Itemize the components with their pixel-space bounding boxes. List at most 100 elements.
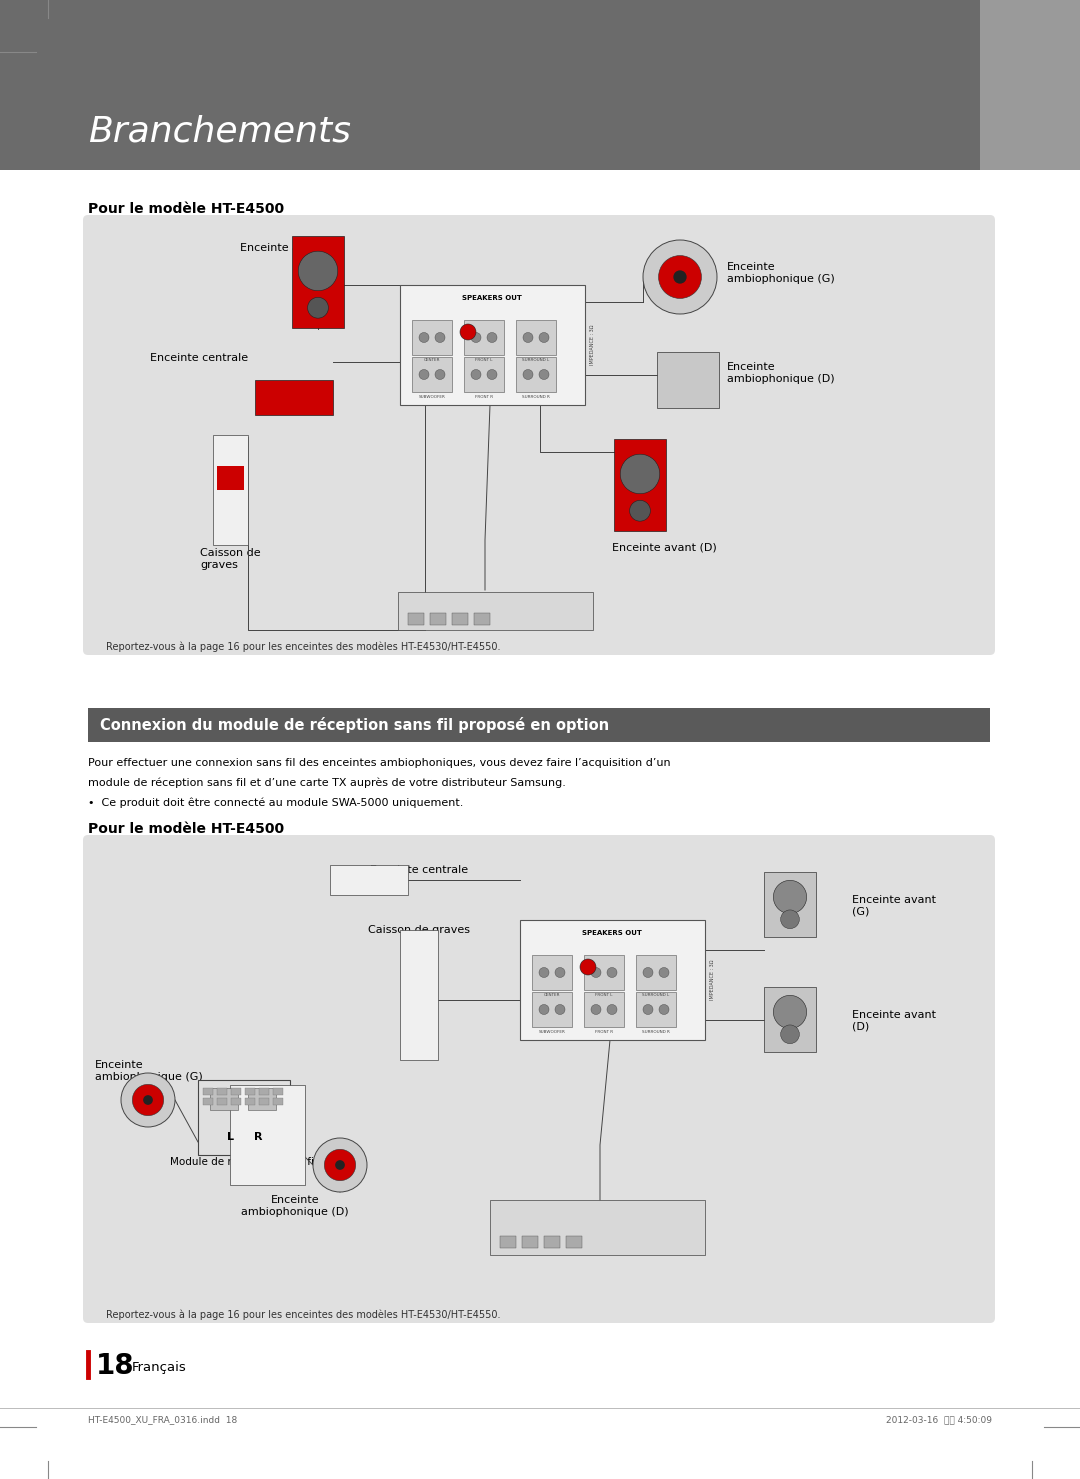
Bar xyxy=(764,986,816,1052)
Bar xyxy=(400,285,585,405)
Circle shape xyxy=(607,1004,617,1015)
FancyBboxPatch shape xyxy=(490,1199,705,1256)
Text: IMPEDANCE : 3Ω: IMPEDANCE : 3Ω xyxy=(710,960,715,1000)
FancyBboxPatch shape xyxy=(83,214,995,655)
Bar xyxy=(584,992,624,1026)
Circle shape xyxy=(673,271,687,284)
Circle shape xyxy=(523,333,534,343)
Bar xyxy=(273,1089,283,1094)
Bar xyxy=(203,1089,213,1094)
Bar xyxy=(764,873,816,938)
Text: CENTER: CENTER xyxy=(543,992,561,997)
Circle shape xyxy=(781,1025,799,1044)
Circle shape xyxy=(659,1004,669,1015)
Circle shape xyxy=(523,370,534,380)
Text: Enceinte avant
(G): Enceinte avant (G) xyxy=(852,895,936,917)
Bar xyxy=(400,930,438,1060)
Circle shape xyxy=(471,333,481,343)
Text: Enceinte
ambiophonique (D): Enceinte ambiophonique (D) xyxy=(241,1195,349,1217)
Text: FRONT R: FRONT R xyxy=(595,1029,613,1034)
Bar xyxy=(292,237,345,328)
Text: Connexion du module de réception sans fil proposé en option: Connexion du module de réception sans fi… xyxy=(100,717,609,734)
Text: Enceinte
ambiophonique (D): Enceinte ambiophonique (D) xyxy=(727,362,835,383)
Text: Enceinte centrale: Enceinte centrale xyxy=(370,865,468,876)
Text: 18: 18 xyxy=(96,1352,135,1380)
Circle shape xyxy=(539,1004,549,1015)
Bar xyxy=(0,0,1080,170)
Bar xyxy=(519,920,705,1040)
Text: Pour le modèle HT-E4500: Pour le modèle HT-E4500 xyxy=(87,822,284,836)
Text: Enceinte centrale: Enceinte centrale xyxy=(150,353,248,362)
Text: L: L xyxy=(227,1131,233,1142)
Bar xyxy=(500,1236,516,1248)
Bar xyxy=(330,865,408,895)
Text: IMPEDANCE : 3Ω: IMPEDANCE : 3Ω xyxy=(590,325,595,365)
Circle shape xyxy=(313,1137,367,1192)
Bar xyxy=(532,955,572,989)
Circle shape xyxy=(324,1149,355,1180)
Circle shape xyxy=(773,880,807,914)
Text: Enceinte
ambiophonique (G): Enceinte ambiophonique (G) xyxy=(95,1060,203,1081)
Text: SPEAKERS OUT: SPEAKERS OUT xyxy=(582,930,642,936)
Circle shape xyxy=(643,240,717,314)
Circle shape xyxy=(643,967,653,978)
Text: 2012-03-16  오후 4:50:09: 2012-03-16 오후 4:50:09 xyxy=(886,1415,993,1424)
Text: Pour le modèle HT-E4500: Pour le modèle HT-E4500 xyxy=(87,203,284,216)
Circle shape xyxy=(435,370,445,380)
Text: Enceinte avant
(D): Enceinte avant (D) xyxy=(852,1010,936,1031)
Bar xyxy=(411,356,453,392)
Text: HT-E4500_XU_FRA_0316.indd  18: HT-E4500_XU_FRA_0316.indd 18 xyxy=(87,1415,238,1424)
Circle shape xyxy=(308,297,328,318)
Text: module de réception sans fil et d’une carte TX auprès de votre distributeur Sams: module de réception sans fil et d’une ca… xyxy=(87,778,566,788)
Bar xyxy=(217,466,244,490)
Bar xyxy=(259,1089,269,1094)
Bar xyxy=(230,1086,305,1185)
Circle shape xyxy=(555,967,565,978)
Circle shape xyxy=(144,1094,153,1105)
Bar xyxy=(615,439,666,531)
Bar xyxy=(210,1089,238,1111)
Bar xyxy=(217,1089,227,1094)
Circle shape xyxy=(773,995,807,1028)
Text: Module de réception sans fil: Module de réception sans fil xyxy=(171,1157,318,1167)
Circle shape xyxy=(539,333,549,343)
FancyBboxPatch shape xyxy=(83,836,995,1324)
Text: Branchements: Branchements xyxy=(87,114,351,148)
Text: SUBWOOFER: SUBWOOFER xyxy=(419,395,445,399)
Text: FRONT R: FRONT R xyxy=(475,395,494,399)
Text: SPEAKERS OUT: SPEAKERS OUT xyxy=(462,294,522,302)
Bar xyxy=(566,1236,582,1248)
Circle shape xyxy=(643,1004,653,1015)
Bar xyxy=(522,1236,538,1248)
Bar xyxy=(217,1097,227,1105)
Bar xyxy=(213,435,248,544)
Bar xyxy=(464,356,504,392)
Circle shape xyxy=(335,1160,345,1170)
Bar xyxy=(464,319,504,355)
Circle shape xyxy=(591,1004,600,1015)
Bar xyxy=(544,1236,561,1248)
Bar xyxy=(474,612,490,626)
Circle shape xyxy=(487,370,497,380)
Bar xyxy=(245,1097,255,1105)
Circle shape xyxy=(298,251,338,291)
Text: CENTER: CENTER xyxy=(423,358,441,362)
Bar xyxy=(980,0,1080,170)
Circle shape xyxy=(539,370,549,380)
Bar xyxy=(584,955,624,989)
Text: FRONT L: FRONT L xyxy=(595,992,612,997)
Text: Reportez-vous à la page 16 pour les enceintes des modèles HT-E4530/HT-E4550.: Reportez-vous à la page 16 pour les ence… xyxy=(106,642,500,652)
Circle shape xyxy=(487,333,497,343)
Text: Enceinte
ambiophonique (G): Enceinte ambiophonique (G) xyxy=(727,262,835,284)
Circle shape xyxy=(419,333,429,343)
Bar xyxy=(657,352,719,408)
Bar xyxy=(248,1089,276,1111)
Circle shape xyxy=(460,324,476,340)
Circle shape xyxy=(419,370,429,380)
Bar xyxy=(87,708,990,742)
Circle shape xyxy=(591,967,600,978)
Circle shape xyxy=(555,1004,565,1015)
Text: Caisson de graves: Caisson de graves xyxy=(368,924,470,935)
Text: FRONT L: FRONT L xyxy=(475,358,492,362)
Text: SURROUND L: SURROUND L xyxy=(523,358,550,362)
